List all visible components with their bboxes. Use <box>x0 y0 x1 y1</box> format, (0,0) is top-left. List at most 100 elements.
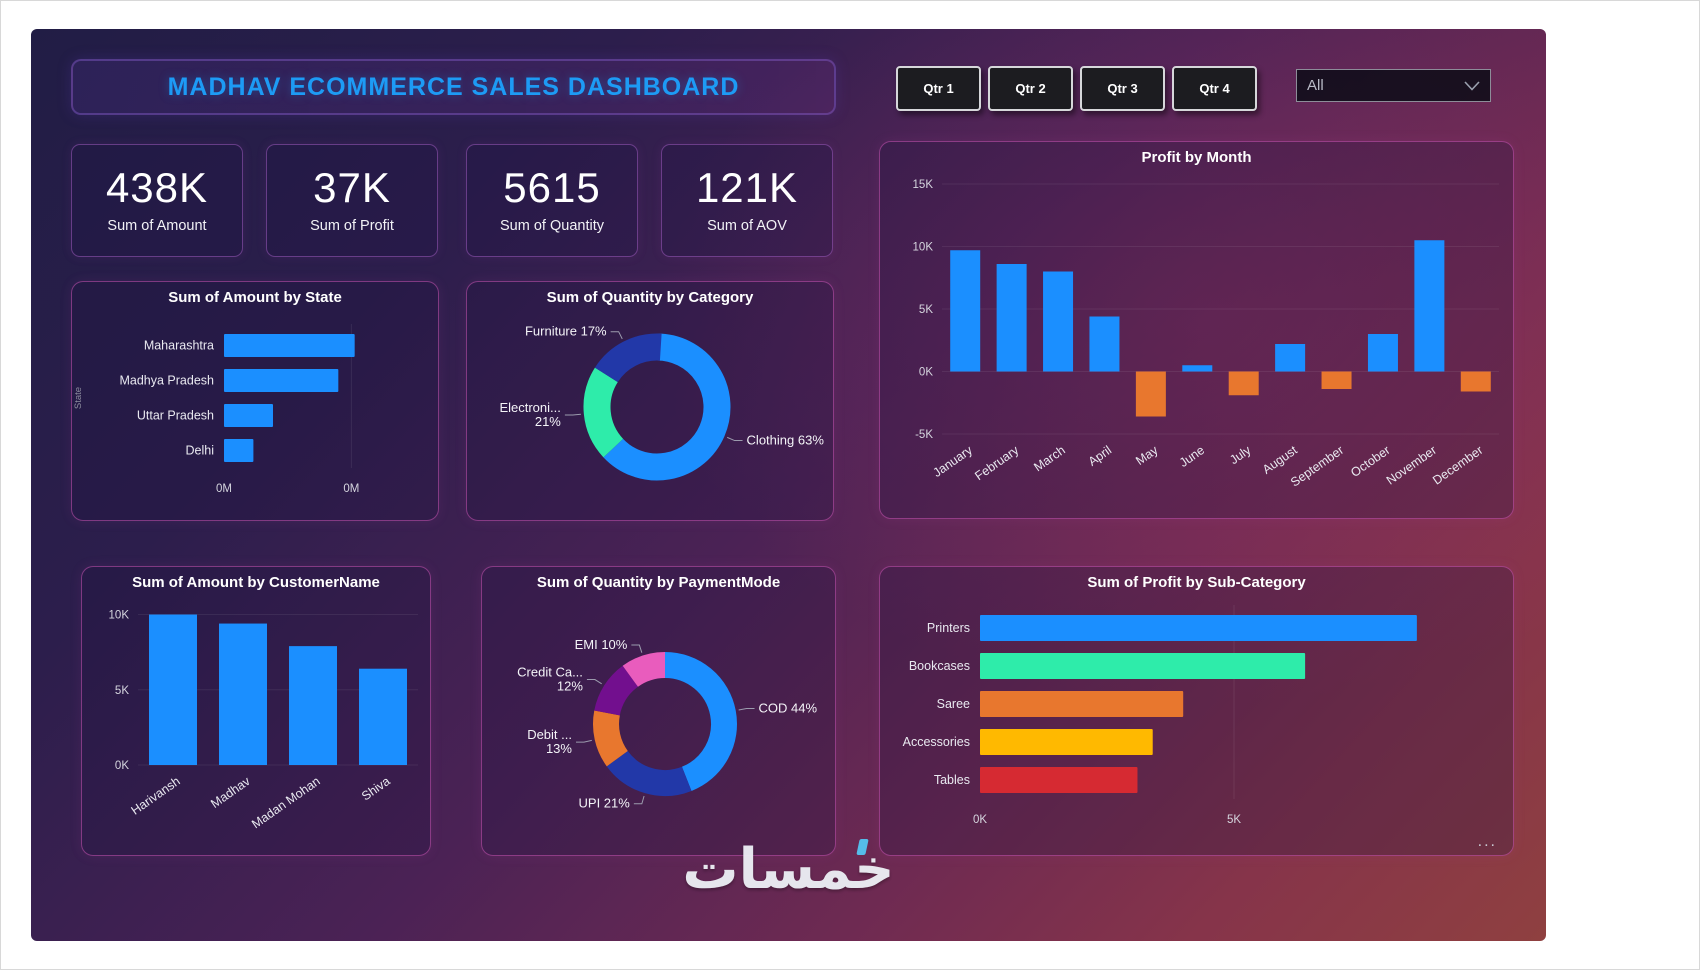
bar-harivansh[interactable] <box>149 614 197 765</box>
kpi-card-sum-of-quantity[interactable]: 5615 Sum of Quantity <box>466 144 638 257</box>
bar-maharashtra[interactable] <box>224 334 355 357</box>
category-label: Madan Mohan <box>249 774 323 831</box>
donut-callout-label: EMI 10% <box>575 637 628 652</box>
bar-shiva[interactable] <box>359 668 407 765</box>
donut-segment-debit-card[interactable] <box>593 710 629 767</box>
leader-line <box>631 644 643 653</box>
leader-line <box>586 679 602 685</box>
bar-december[interactable] <box>1460 371 1491 392</box>
x-axis-tick-label: 0M <box>216 483 232 495</box>
dropdown-selected-value: All <box>1307 77 1324 94</box>
y-axis-title: State <box>73 387 84 409</box>
category-label: February <box>972 443 1022 484</box>
leader-line <box>727 436 743 442</box>
leader-line <box>633 795 645 805</box>
category-label: July <box>1227 443 1254 468</box>
panel-amount-by-state: Sum of Amount by State 0M 0M Maharashtra Ma… <box>71 281 439 521</box>
bar-may[interactable] <box>1135 371 1166 417</box>
bar-madhya-pradesh[interactable] <box>224 369 339 392</box>
qtr-button-3[interactable]: Qtr 3 <box>1080 66 1165 111</box>
donut-segment-electronics[interactable] <box>583 367 624 458</box>
y-axis-tick-label: 5K <box>919 304 933 316</box>
chart-title-profit-by-month: Profit by Month <box>1141 148 1252 166</box>
donut-segment-furniture[interactable] <box>594 333 662 383</box>
donut-callout-label: COD 44% <box>759 700 818 715</box>
donut-segment-cod[interactable] <box>664 652 737 791</box>
bar-accessories[interactable] <box>980 729 1153 755</box>
dashboard-title: MADHAV ECOMMERCE SALES DASHBOARD <box>167 72 740 101</box>
bar-november[interactable] <box>1414 240 1445 372</box>
donut-segment-emi[interactable] <box>622 652 666 688</box>
bar-march[interactable] <box>1043 271 1074 372</box>
kpi-card-sum-of-profit[interactable]: 37K Sum of Profit <box>266 144 438 257</box>
donut-callout-label: Debit ... <box>527 727 572 742</box>
kpi-card-sum-of-amount[interactable]: 438K Sum of Amount <box>71 144 243 257</box>
bar-tables[interactable] <box>980 767 1138 793</box>
bar-october[interactable] <box>1367 334 1398 372</box>
bar-madan-mohan[interactable] <box>289 646 337 765</box>
chart-title-amount-by-state: Sum of Amount by State <box>168 288 342 306</box>
bar-july[interactable] <box>1228 371 1259 396</box>
donut-segment-credit-card[interactable] <box>594 665 639 717</box>
category-label: Accessories <box>903 735 970 749</box>
bar-saree[interactable] <box>980 691 1184 717</box>
filter-dropdown[interactable]: All <box>1296 69 1491 102</box>
bar-madhav[interactable] <box>219 623 267 765</box>
chart-title-amount-by-customername: Sum of Amount by CustomerName <box>132 573 380 591</box>
category-label: Harivansh <box>129 774 183 818</box>
watermark: خمسات <box>31 837 1546 902</box>
profit-by-subcategory-chart[interactable]: 0K 5K Printers Bookcases Saree Accessories Tab… <box>880 597 1515 849</box>
bar-august[interactable] <box>1275 344 1306 372</box>
donut-segment-upi[interactable] <box>606 750 692 796</box>
y-axis-tick-label: 10K <box>913 242 934 254</box>
kpi-card-sum-of-aov[interactable]: 121K Sum of AOV <box>661 144 833 257</box>
leader-line <box>738 707 755 711</box>
category-label: June <box>1177 443 1207 470</box>
donut-segment-clothing[interactable] <box>603 333 731 481</box>
category-label: Bookcases <box>909 659 970 673</box>
y-axis-tick-label: 0K <box>919 367 933 379</box>
amount-by-state-chart[interactable]: 0M 0M Maharashtra Madhya Pradesh Uttar Prade… <box>72 312 440 512</box>
category-label: November <box>1384 443 1439 488</box>
bar-september[interactable] <box>1321 371 1352 390</box>
bar-uttar-pradesh[interactable] <box>224 404 273 427</box>
bar-june[interactable] <box>1182 365 1213 372</box>
category-label: December <box>1430 443 1485 488</box>
donut-callout-label: Clothing 63% <box>747 433 825 448</box>
kpi-label: Sum of Quantity <box>500 218 604 234</box>
y-axis-tick-label: -5K <box>915 429 933 441</box>
bar-printers[interactable] <box>980 615 1417 641</box>
panel-profit-by-month: Profit by Month 15K 10K 5K 0K -5K January Febr… <box>879 141 1514 519</box>
quantity-by-category-chart[interactable]: Clothing 63% Electroni...21% Furniture 17% <box>467 312 835 520</box>
more-options-button[interactable]: ... <box>1477 833 1497 850</box>
x-axis-tick-label: 0K <box>973 814 987 826</box>
category-label: Delhi <box>186 444 215 458</box>
kpi-value: 5615 <box>503 164 601 211</box>
bar-january[interactable] <box>950 250 981 372</box>
quantity-by-paymentmode-chart[interactable]: COD 44% UPI 21% Debit ...13% Credit Ca...12… <box>482 597 837 851</box>
watermark-wrap: خمسات <box>682 837 894 902</box>
panel-quantity-by-paymentmode: Sum of Quantity by PaymentMode COD 44% UP… <box>481 566 836 856</box>
donut-callout-label: Furniture 17% <box>525 324 607 339</box>
y-axis-tick-label: 0K <box>115 760 129 772</box>
kpi-value: 438K <box>105 164 209 211</box>
bar-bookcases[interactable] <box>980 653 1306 679</box>
y-axis-tick-label: 15K <box>913 179 934 191</box>
bar-february[interactable] <box>996 264 1027 372</box>
bar-delhi[interactable] <box>224 439 254 462</box>
qtr-button-4[interactable]: Qtr 4 <box>1172 66 1257 111</box>
bar-april[interactable] <box>1089 316 1120 372</box>
dashboard-canvas: MADHAV ECOMMERCE SALES DASHBOARD Qtr 1 Qt… <box>31 29 1546 941</box>
panel-quantity-by-category: Sum of Quantity by Category Clothing 63%… <box>466 281 834 521</box>
chart-title-quantity-by-category: Sum of Quantity by Category <box>546 288 754 306</box>
category-label: August <box>1260 443 1300 477</box>
qtr-button-1[interactable]: Qtr 1 <box>896 66 981 111</box>
chevron-down-icon <box>1464 80 1480 91</box>
category-label: Saree <box>937 697 970 711</box>
category-label: Madhya Pradesh <box>119 374 214 388</box>
qtr-button-2[interactable]: Qtr 2 <box>988 66 1073 111</box>
chart-title-profit-by-subcategory: Sum of Profit by Sub-Category <box>1087 573 1306 591</box>
